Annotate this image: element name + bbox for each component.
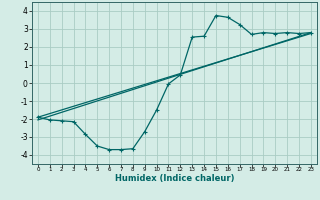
X-axis label: Humidex (Indice chaleur): Humidex (Indice chaleur) (115, 174, 234, 183)
